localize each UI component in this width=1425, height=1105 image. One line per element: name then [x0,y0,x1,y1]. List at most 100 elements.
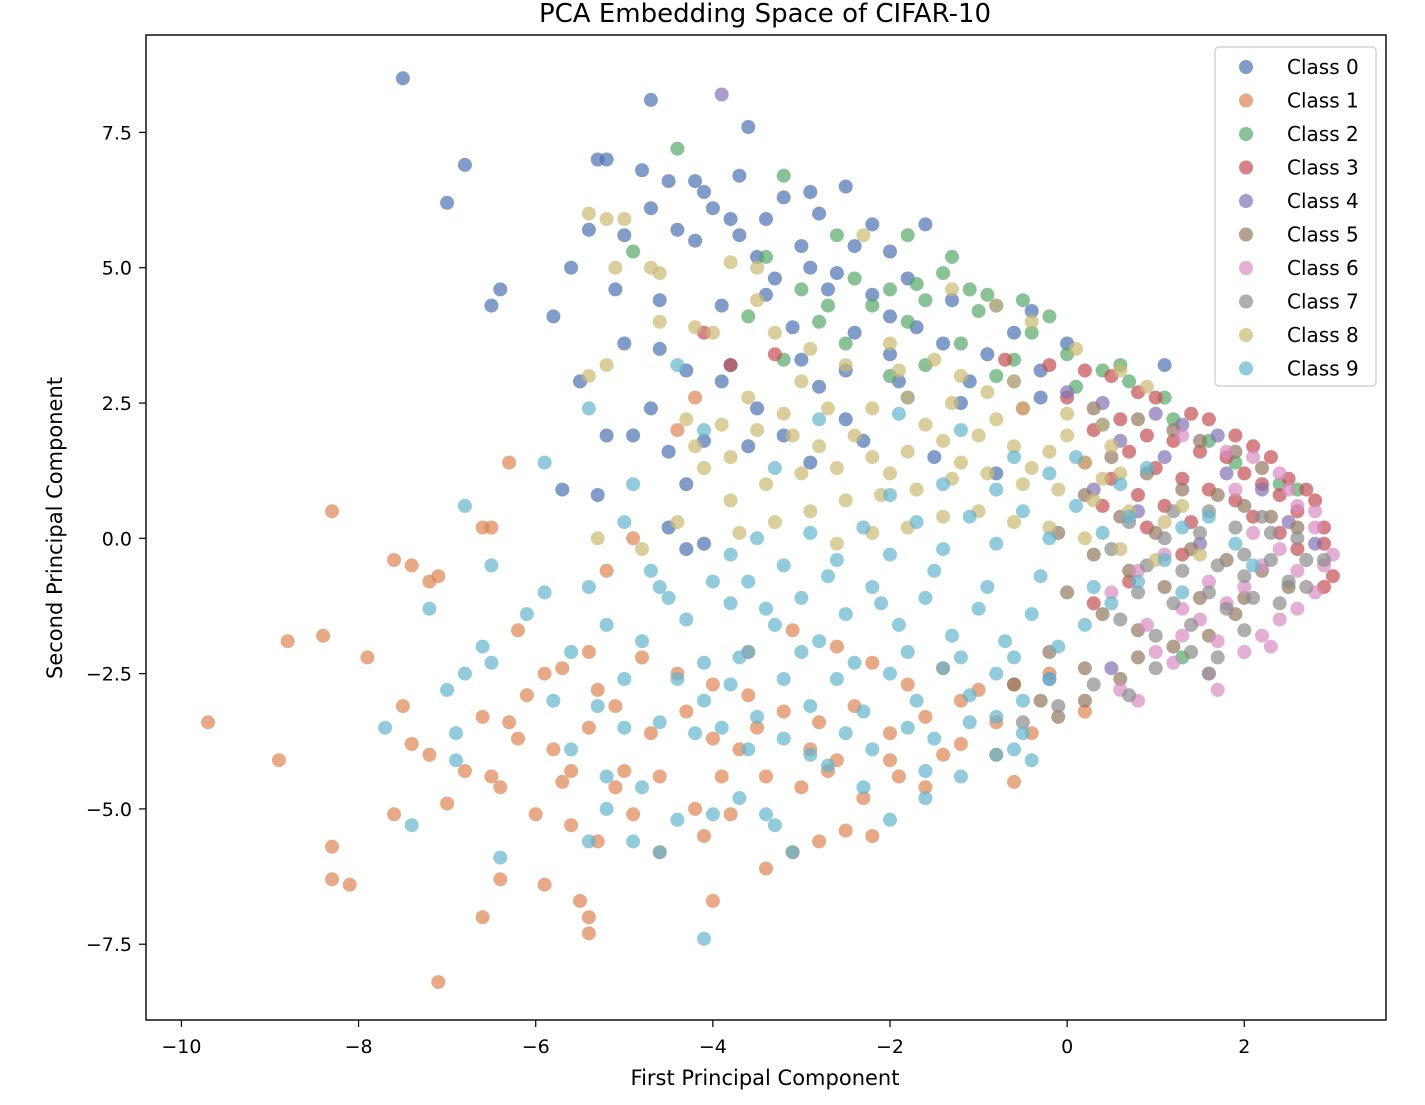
data-point [493,780,508,795]
data-point [599,152,614,167]
data-point [883,812,897,827]
data-point [936,542,951,557]
data-point [1042,444,1057,459]
data-point [838,607,853,622]
data-point [989,412,1004,427]
data-point [794,590,809,605]
data-point [1104,596,1119,611]
data-point [1299,580,1314,594]
data-point [891,769,906,784]
data-point [883,466,897,481]
data-point [759,769,773,784]
data-point [1210,650,1225,665]
data-point [1015,504,1030,519]
data-point [573,893,587,908]
data-point [1219,601,1234,616]
data-point [555,774,570,789]
data-point [1015,715,1030,730]
data-point [697,655,711,670]
data-point [1201,585,1216,600]
data-point [838,358,853,373]
data-point [1246,439,1261,454]
data-point [785,428,800,443]
data-point [936,336,951,351]
data-point [865,580,880,594]
data-point [1042,672,1057,686]
data-point [1113,412,1128,427]
data-point [1272,542,1287,557]
data-point [723,450,738,465]
data-point [829,672,844,686]
data-point [1237,623,1252,638]
data-point [803,455,818,470]
data-point [980,466,995,481]
data-point [635,634,649,649]
data-point [404,818,419,833]
data-point [1104,439,1119,454]
data-point [661,590,676,605]
data-point [1148,661,1163,676]
data-point [865,298,880,313]
data-point [927,450,942,465]
data-point [838,336,853,351]
data-point [484,298,499,313]
data-point [918,780,933,795]
data-points [201,71,1340,990]
data-point [1255,628,1269,643]
data-point [626,477,641,492]
data-point [1184,645,1199,659]
data-point [652,580,667,594]
data-point [1166,639,1181,654]
data-point [1193,547,1207,562]
data-point [652,715,667,730]
data-point [1139,617,1154,632]
data-point [652,341,667,356]
data-point [1210,634,1225,649]
data-point [643,563,658,578]
data-point [697,536,711,551]
data-point [883,726,897,741]
data-point [475,910,490,925]
data-point [325,839,339,854]
data-point [635,542,649,557]
data-point [626,428,641,443]
data-point [1131,488,1145,502]
data-point [581,206,596,221]
data-point [635,163,649,178]
data-point [705,201,720,216]
data-point [856,704,871,719]
legend-marker [1239,194,1253,208]
data-point [865,829,880,843]
data-point [741,390,756,405]
data-point [1308,520,1323,535]
data-point [1015,293,1030,308]
data-point [741,120,756,134]
data-point [387,553,401,567]
series-class-0 [395,71,1172,557]
data-point [1069,450,1083,465]
data-point [599,617,614,632]
data-point [953,336,968,351]
data-point [803,504,818,519]
data-point [829,553,844,567]
data-point [1113,612,1128,627]
data-point [440,796,455,811]
data-point [537,877,552,892]
data-point [723,547,738,562]
data-point [581,401,596,416]
data-point [918,293,933,308]
data-point [643,201,658,216]
data-point [688,233,703,248]
data-point [1060,406,1075,421]
data-point [1148,390,1163,405]
data-point [1015,477,1030,492]
data-point [776,168,791,183]
data-point [316,628,331,643]
data-point [626,834,641,849]
data-point [581,926,596,941]
data-point [679,412,694,427]
data-point [395,71,410,86]
data-point [1060,585,1075,600]
data-point [608,780,623,795]
data-point [1308,493,1323,508]
